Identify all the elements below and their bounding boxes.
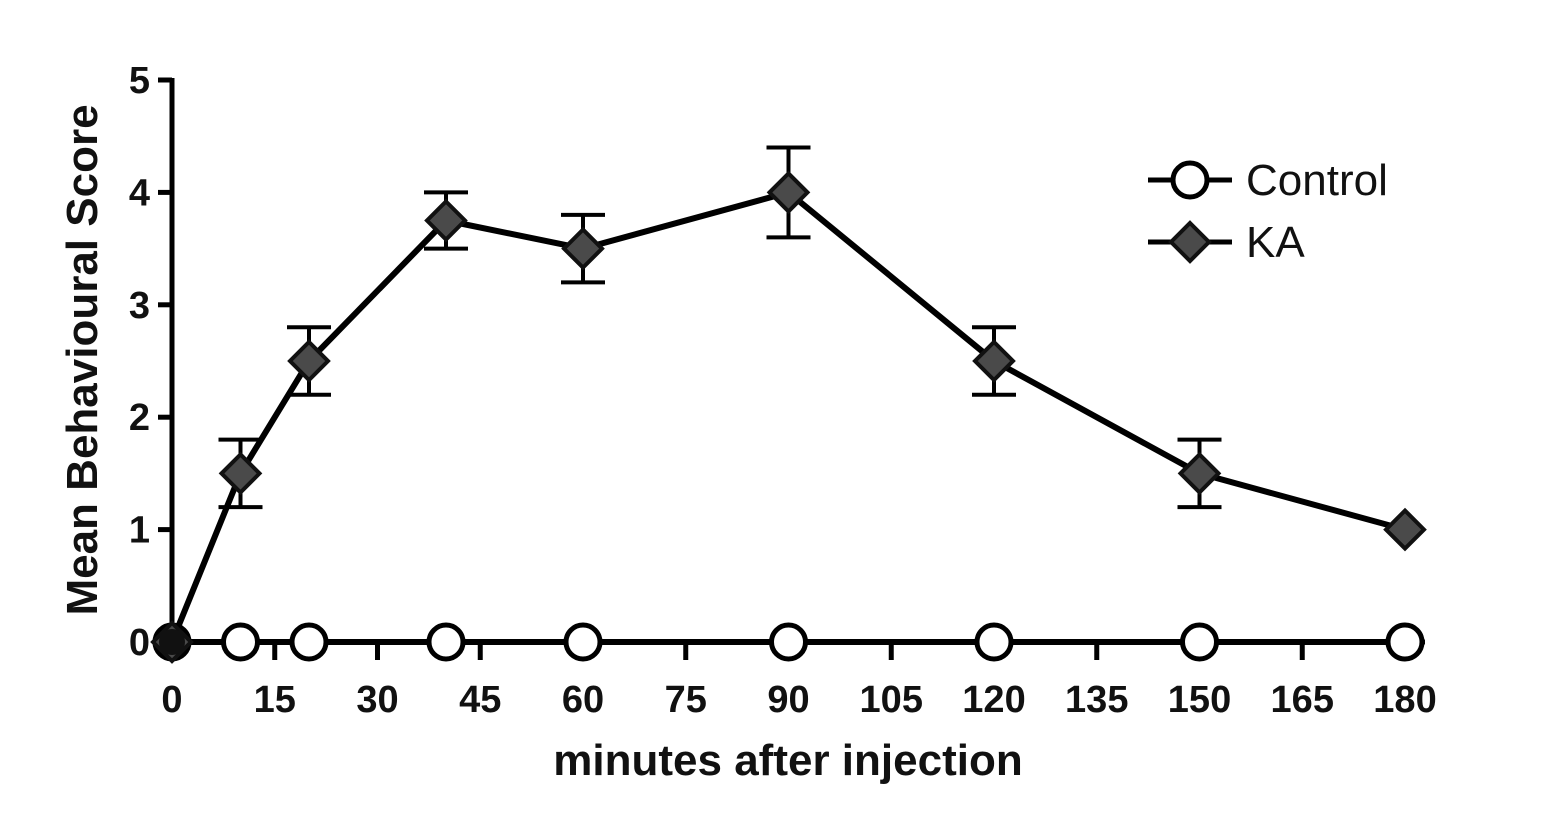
legend-marker	[1168, 220, 1212, 264]
data-point-ka	[766, 170, 811, 215]
x-tick-label: 165	[1271, 679, 1334, 721]
x-tick-label: 15	[254, 679, 296, 721]
data-point-ka	[287, 339, 331, 383]
legend-label: Control	[1246, 156, 1388, 205]
y-axis-title: Mean Behavioural Score	[58, 104, 107, 615]
y-tick-label: 1	[129, 510, 150, 552]
data-point-ka	[1383, 507, 1427, 552]
data-point-control	[769, 622, 808, 662]
origin-point	[159, 629, 185, 655]
x-tick-label: 120	[962, 679, 1025, 721]
x-tick-label: 105	[860, 679, 923, 721]
x-tick-label: 45	[459, 679, 501, 721]
data-point-control	[426, 622, 466, 662]
y-tick-label: 5	[129, 60, 150, 102]
data-point-control	[1180, 622, 1219, 662]
x-tick-label: 60	[562, 679, 604, 721]
series-line	[169, 189, 1406, 644]
data-point-control	[221, 622, 260, 662]
legend: Control KA	[1148, 156, 1388, 267]
data-point-control	[563, 622, 603, 662]
legend-marker	[1170, 160, 1210, 200]
legend-entry-ka: KA	[1148, 218, 1305, 267]
x-axis-title: minutes after injection	[553, 736, 1022, 785]
y-tick-label: 2	[129, 397, 150, 439]
series-ka	[150, 145, 1427, 664]
data-point-ka	[218, 451, 263, 496]
data-point-control	[289, 622, 329, 662]
data-point-control	[974, 622, 1014, 662]
y-tick-label: 0	[129, 622, 150, 664]
y-tick-label: 3	[129, 285, 150, 327]
data-point-ka	[424, 198, 468, 243]
x-tick-label: 30	[356, 679, 398, 721]
data-point-ka	[972, 339, 1016, 383]
x-tick-label: 135	[1065, 679, 1128, 721]
data-point-ka	[561, 226, 605, 271]
x-tick-label: 150	[1168, 679, 1231, 721]
x-tick-label: 90	[767, 679, 809, 721]
x-tick-label: 75	[665, 679, 707, 721]
legend-entry-control: Control	[1148, 156, 1388, 205]
data-point-ka	[1177, 451, 1222, 496]
y-tick-label: 4	[129, 172, 150, 214]
series-control	[152, 622, 1425, 662]
x-tick-label: 180	[1373, 679, 1436, 721]
legend-label: KA	[1246, 218, 1305, 267]
data-point-control	[1385, 622, 1425, 662]
series-layer	[150, 145, 1427, 664]
x-tick-label: 0	[161, 679, 182, 721]
